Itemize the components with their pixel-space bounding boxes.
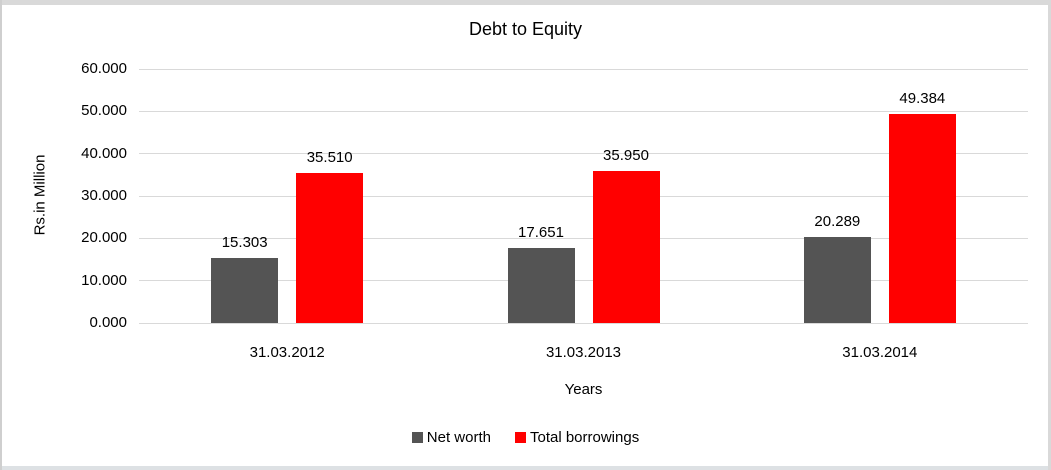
- frame-border-bottom: [0, 466, 1051, 470]
- bar-total-borrowings-31-03-2012: [296, 172, 364, 323]
- legend-swatch-icon: [514, 432, 526, 443]
- gridline: [139, 195, 1028, 197]
- x-tick-label-31-03-2014: 31.03.2014: [842, 344, 918, 361]
- y-tick-label: 20.000: [81, 229, 127, 247]
- x-axis-title: Years: [564, 381, 603, 398]
- x-tick-label-31-03-2013: 31.03.2013: [545, 344, 622, 361]
- frame-border-right: [1048, 0, 1051, 470]
- bar-total-borrowings-31-03-2014: [888, 113, 956, 323]
- y-tick-label: 40.000: [81, 144, 127, 162]
- y-tick-label: 0.000: [89, 314, 127, 331]
- legend-item-total-borrowings: Total borrowings: [514, 429, 640, 446]
- chart-title: Debt to Equity: [468, 19, 583, 39]
- plot-area: 15.303 35.510 17.651 35.950 20.289 49.384: [139, 68, 1028, 324]
- y-tick-label: 60.000: [81, 60, 127, 77]
- y-tick-label: 10.000: [81, 271, 127, 289]
- x-tick-label-31-03-2012: 31.03.2012: [249, 344, 325, 361]
- gridline: [139, 110, 1028, 112]
- data-label-total-borrowings-31-03-2013: 35.950: [603, 146, 649, 164]
- legend-label: Total borrowings: [529, 429, 640, 446]
- gridline: [139, 153, 1028, 155]
- data-label-net-worth-31-03-2014: 20.289: [814, 213, 861, 231]
- gridline: [139, 68, 1028, 70]
- legend-swatch-icon: [411, 432, 423, 443]
- frame-border-top: [0, 0, 1051, 5]
- bar-total-borrowings-31-03-2013: [592, 170, 660, 323]
- gridline: [139, 280, 1028, 282]
- data-label-net-worth-31-03-2012: 15.303: [221, 234, 268, 252]
- legend-label: Net worth: [426, 429, 491, 446]
- data-label-total-borrowings-31-03-2014: 49.384: [899, 89, 946, 107]
- data-label-total-borrowings-31-03-2012: 35.510: [306, 148, 353, 166]
- bar-net-worth-31-03-2013: [507, 248, 575, 323]
- frame-border-left: [0, 0, 2, 470]
- x-axis-line: [139, 322, 1028, 324]
- gridline: [139, 237, 1028, 239]
- legend-item-net-worth: Net worth: [411, 429, 491, 446]
- bar-net-worth-31-03-2014: [803, 237, 871, 323]
- legend: Net worth Total borrowings: [0, 429, 1051, 446]
- bar-net-worth-31-03-2012: [211, 258, 279, 323]
- y-tick-label: 50.000: [81, 102, 127, 120]
- data-label-net-worth-31-03-2013: 17.651: [518, 224, 564, 242]
- y-tick-label: 30.000: [81, 187, 127, 204]
